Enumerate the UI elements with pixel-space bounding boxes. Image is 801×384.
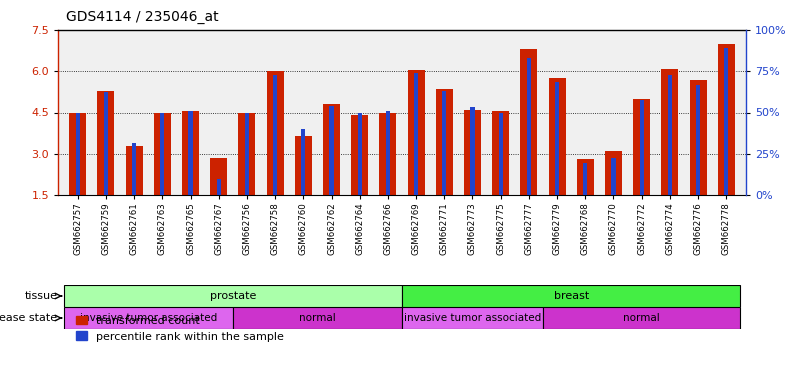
Bar (104, 92, 108, 195)
Bar (521, 49, 537, 195)
Bar (408, 70, 425, 195)
Bar (273, 75, 277, 195)
Bar (470, 107, 475, 195)
Bar (126, 146, 143, 195)
Bar (98, 91, 115, 195)
Bar (543, 307, 740, 329)
Bar (295, 136, 312, 195)
Bar (69, 113, 87, 195)
Bar (662, 68, 678, 195)
Text: normal: normal (623, 313, 660, 323)
Bar (583, 163, 587, 195)
Bar (386, 111, 390, 195)
Bar (690, 79, 706, 195)
Text: invasive tumor associated: invasive tumor associated (404, 313, 541, 323)
Bar (323, 104, 340, 195)
Bar (442, 91, 446, 195)
Bar (555, 82, 559, 195)
Bar (188, 111, 192, 195)
Text: invasive tumor associated: invasive tumor associated (79, 313, 217, 323)
Bar (210, 158, 227, 195)
Text: GDS4114 / 235046_at: GDS4114 / 235046_at (66, 10, 219, 24)
Bar (329, 106, 334, 195)
Bar (301, 129, 305, 195)
Bar (605, 151, 622, 195)
Bar (549, 78, 566, 195)
Bar (464, 110, 481, 195)
Bar (380, 113, 396, 195)
Bar (154, 113, 171, 195)
Bar (498, 113, 503, 195)
Text: disease state: disease state (0, 313, 58, 323)
Bar (639, 100, 644, 195)
Bar (577, 159, 594, 195)
Bar (357, 113, 362, 195)
Bar (63, 307, 233, 329)
Text: normal: normal (299, 313, 336, 323)
Text: prostate: prostate (210, 291, 256, 301)
Bar (668, 75, 672, 195)
Bar (696, 85, 700, 195)
Legend: transformed count, percentile rank within the sample: transformed count, percentile rank withi… (71, 311, 288, 346)
Bar (436, 89, 453, 195)
Bar (493, 111, 509, 195)
Text: tissue: tissue (25, 291, 58, 301)
Bar (527, 58, 531, 195)
Bar (182, 111, 199, 195)
Bar (132, 143, 136, 195)
Bar (63, 285, 402, 307)
Bar (160, 113, 164, 195)
Bar (718, 44, 735, 195)
Bar (216, 179, 221, 195)
Bar (352, 115, 368, 195)
Bar (267, 71, 284, 195)
Bar (414, 73, 418, 195)
Bar (724, 48, 728, 195)
Text: breast: breast (553, 291, 589, 301)
Bar (634, 99, 650, 195)
Bar (233, 307, 402, 329)
Bar (402, 307, 543, 329)
Bar (402, 285, 740, 307)
Bar (75, 113, 80, 195)
Bar (245, 113, 249, 195)
Bar (239, 113, 256, 195)
Bar (611, 158, 616, 195)
